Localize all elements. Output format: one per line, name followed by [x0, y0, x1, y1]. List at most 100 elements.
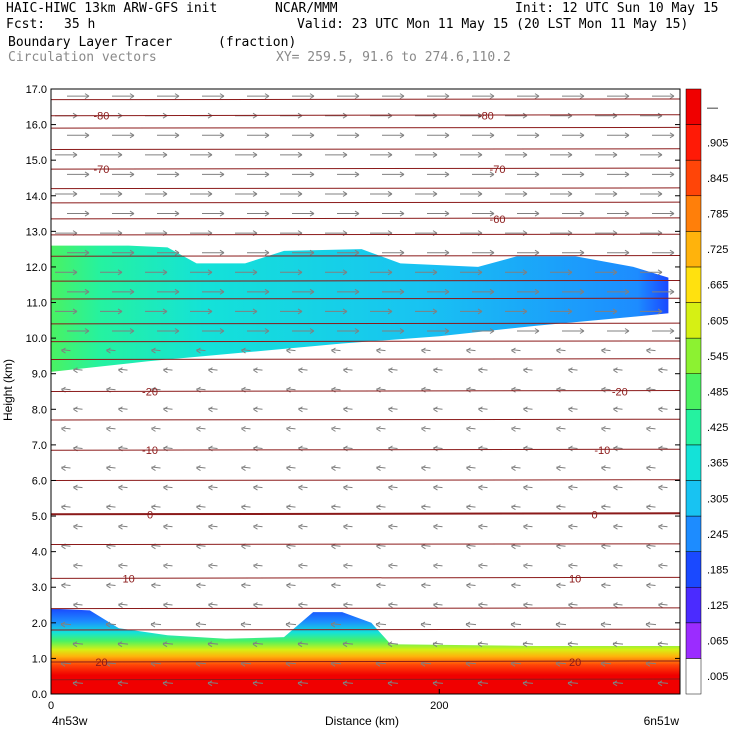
circulation-vector [466, 582, 476, 589]
colorbar-label: .485 [707, 387, 728, 399]
circulation-vector [601, 504, 611, 511]
circulation-vector [415, 112, 438, 119]
circulation-vector [73, 367, 83, 374]
circulation-vector [118, 523, 128, 530]
circulation-vector [157, 249, 180, 256]
circulation-vector [658, 484, 668, 491]
y-tick-label: 13.0 [26, 226, 47, 238]
circulation-vector [337, 171, 360, 178]
circulation-vector [337, 210, 360, 217]
circulation-vector [376, 347, 386, 354]
circulation-vector [523, 602, 533, 608]
circulation-vector [466, 386, 476, 393]
contour-label: -70 [490, 164, 506, 176]
circulation-vector [145, 308, 168, 315]
circulation-vector [337, 132, 360, 139]
circulation-vector [106, 425, 116, 432]
y-tick-label: 1.0 [32, 653, 47, 665]
colorbar-label: .785 [707, 209, 728, 221]
circulation-vector [202, 132, 225, 139]
temperature-contour [51, 233, 680, 236]
circulation-vector [472, 249, 495, 256]
circulation-vector [478, 406, 488, 413]
circulation-vector [195, 621, 207, 628]
colorbar-label: .605 [707, 315, 728, 327]
temperature-contour [51, 607, 680, 610]
circulation-vector [235, 191, 258, 197]
y-tick-label: 12.0 [26, 262, 47, 274]
circulation-vector [337, 328, 360, 334]
circulation-vector [523, 445, 533, 452]
colorbar-swatch [685, 302, 702, 339]
circulation-vector [477, 680, 489, 687]
circulation-vector [100, 308, 123, 315]
circulation-vector [466, 504, 476, 511]
circulation-vector [433, 445, 443, 452]
circulation-vector [376, 425, 386, 432]
colorbar-swatch [685, 124, 702, 161]
colorbar-label: .425 [707, 422, 728, 434]
circulation-vector [511, 386, 521, 393]
temperature-contour [51, 322, 680, 325]
valid-time: Valid: 23 UTC Mon 11 May 15 (20 LST Mon … [297, 17, 689, 32]
y-tick-label: 8.0 [32, 404, 47, 416]
circulation-vector [382, 132, 405, 139]
circulation-vector [645, 660, 657, 667]
lower-tracer-layer [51, 608, 680, 694]
circulation-vector [370, 151, 393, 158]
circulation-vector [517, 249, 540, 256]
colorbar-label: .845 [707, 173, 728, 185]
circulation-vector [241, 504, 251, 511]
circulation-vector [331, 425, 341, 432]
circulation-vector [460, 269, 483, 276]
circulation-vector [247, 210, 270, 217]
circulation-vector [117, 680, 129, 687]
circulation-vector [415, 269, 438, 276]
circulation-vector [511, 347, 521, 354]
circulation-vector [208, 562, 218, 569]
circulation-vector [607, 249, 630, 256]
temperature-contour [51, 628, 680, 631]
circulation-vector [511, 465, 521, 471]
circulation-vector [505, 112, 528, 119]
circulation-vector [162, 680, 174, 687]
circulation-vector [292, 288, 315, 295]
circulation-vector [67, 328, 90, 334]
circulation-vector [202, 210, 225, 217]
circulation-vector [460, 151, 483, 158]
circulation-vector [118, 562, 128, 569]
circulation-vector [292, 328, 315, 334]
circulation-vector [331, 465, 341, 471]
circulation-vector [595, 308, 618, 315]
circulation-vector [145, 269, 168, 276]
circulation-vector [517, 93, 540, 100]
circulation-vector [427, 288, 450, 295]
colorbar-label: .005 [707, 671, 728, 683]
circulation-vector [253, 367, 263, 374]
circulation-vector [568, 406, 578, 413]
circulation-vector [607, 132, 630, 139]
circulation-vector [253, 523, 263, 530]
circulation-vector [472, 210, 495, 217]
circulation-vector [658, 445, 668, 452]
circulation-vector [415, 308, 438, 315]
circulation-vector [505, 269, 528, 276]
circulation-vector [466, 543, 476, 550]
circulation-vector [376, 504, 386, 511]
circulation-vector [61, 504, 71, 511]
circulation-vector [72, 641, 84, 648]
circulation-vector [477, 641, 489, 648]
x-tick-label: 0 [48, 700, 54, 712]
circulation-vector [562, 93, 585, 100]
circulation-vector [646, 347, 656, 354]
circulation-vector [433, 523, 443, 530]
circulation-vector [105, 621, 117, 628]
circulation-vector [562, 249, 585, 256]
contour-label: 20 [569, 657, 581, 669]
circulation-vector [285, 621, 297, 628]
colorbar-swatch [685, 337, 702, 374]
circulation-vector [286, 465, 296, 471]
colorbar-label: .125 [707, 600, 728, 612]
circulation-vector [556, 582, 566, 589]
circulation-vector [421, 465, 431, 471]
